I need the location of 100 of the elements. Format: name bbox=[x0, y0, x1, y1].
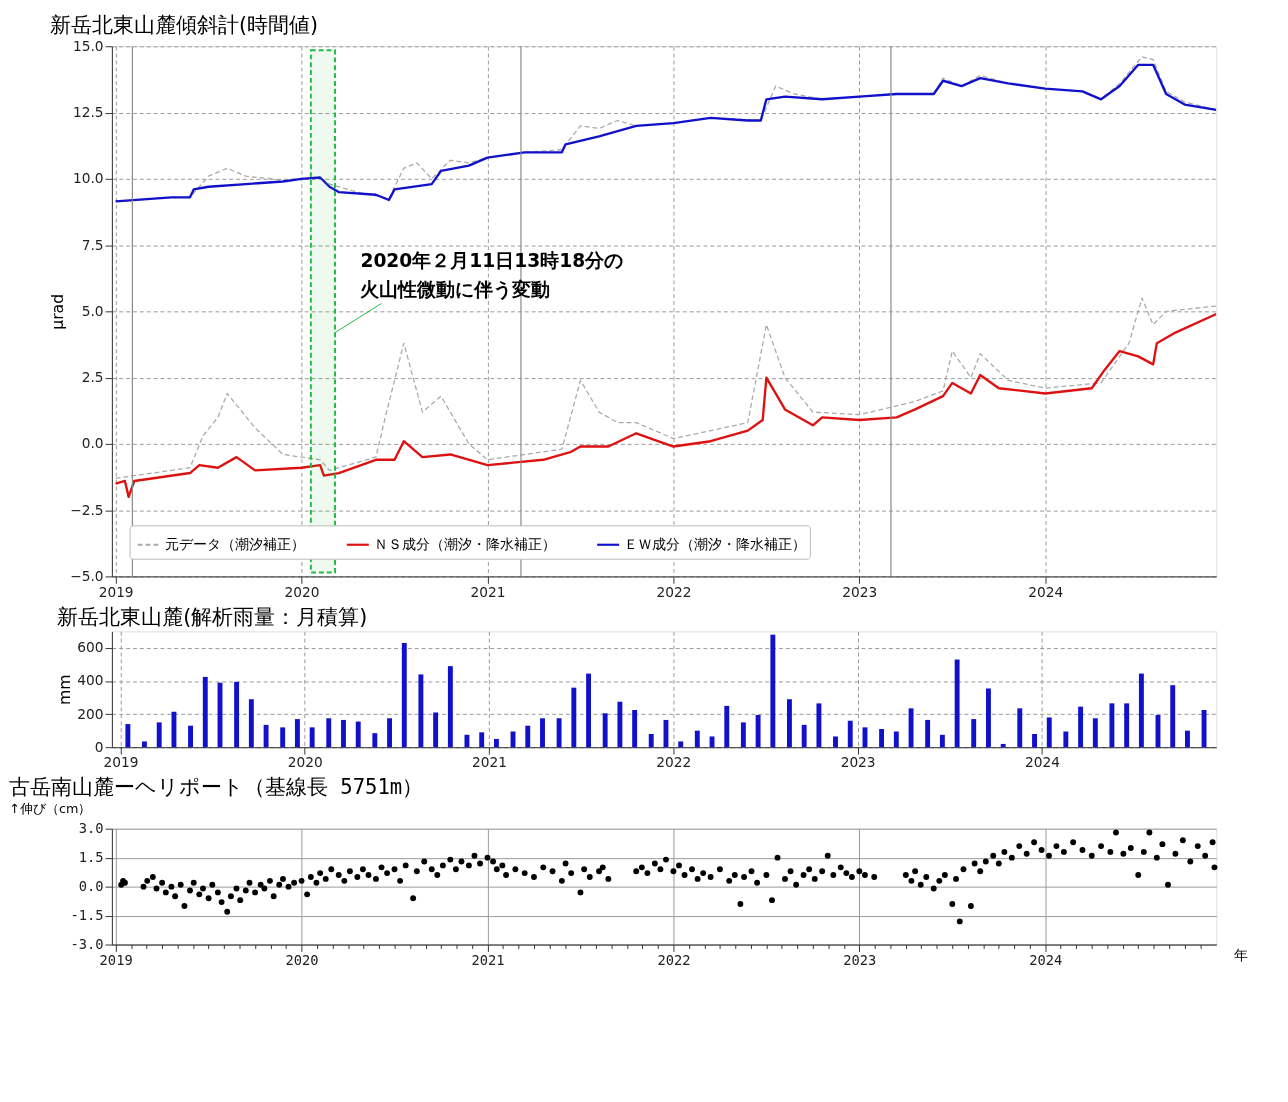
bar bbox=[280, 727, 286, 748]
y-tick-label: -3.0 bbox=[70, 935, 104, 952]
bar bbox=[602, 713, 608, 748]
bar bbox=[401, 642, 407, 748]
bar bbox=[893, 731, 899, 748]
y-tick-label: 0.0 bbox=[81, 435, 104, 452]
bar bbox=[1138, 673, 1144, 748]
bar bbox=[908, 708, 914, 748]
bar bbox=[556, 718, 562, 748]
bar bbox=[586, 673, 592, 748]
bar bbox=[234, 681, 240, 748]
bar bbox=[263, 724, 269, 748]
legend-label: ＥＷ成分（潮汐・降水補正） bbox=[624, 535, 807, 552]
bar bbox=[248, 699, 254, 748]
bar bbox=[986, 688, 991, 748]
bar bbox=[1032, 733, 1037, 748]
chart-title: 古岳南山麓ーヘリポート（基線長 5751m） bbox=[8, 775, 424, 800]
x-tick-label: 2019 bbox=[98, 583, 134, 600]
y-tick-label: −2.5 bbox=[70, 501, 104, 518]
y-tick-label: 200 bbox=[77, 705, 104, 722]
bar bbox=[1046, 717, 1052, 748]
bar bbox=[879, 729, 885, 748]
x-tick-label: 2022 bbox=[656, 754, 692, 771]
chart-title: 新岳北東山麓傾斜計(時間値) bbox=[50, 12, 319, 37]
bar bbox=[464, 734, 470, 748]
x-tick-label: 2023 bbox=[842, 583, 878, 600]
bar bbox=[1109, 703, 1115, 748]
bar bbox=[678, 741, 684, 748]
line-series bbox=[114, 312, 1217, 499]
bar bbox=[770, 634, 776, 748]
bar bbox=[801, 724, 807, 748]
x-tick-label: 2023 bbox=[840, 754, 876, 771]
bar bbox=[355, 721, 361, 748]
bar bbox=[971, 719, 977, 748]
bar bbox=[571, 687, 577, 748]
bar bbox=[326, 718, 332, 748]
y-tick-label: 400 bbox=[77, 672, 104, 689]
x-tick-label: 2020 bbox=[285, 951, 319, 968]
y-tick-label: 15.0 bbox=[72, 37, 104, 54]
x-axis-title: 年 bbox=[1234, 946, 1249, 963]
x-tick-label: 2023 bbox=[843, 951, 877, 968]
y-axis-title: ↑伸び（cm） bbox=[9, 800, 92, 816]
x-tick-label: 2024 bbox=[1024, 754, 1060, 771]
y-tick-label: 1.5 bbox=[78, 849, 104, 866]
bar bbox=[188, 725, 193, 748]
bar bbox=[479, 732, 485, 748]
bar bbox=[755, 714, 761, 748]
bar bbox=[1185, 730, 1190, 748]
x-tick-label: 2021 bbox=[472, 754, 508, 771]
y-tick-label: -1.5 bbox=[70, 907, 104, 924]
bar bbox=[724, 705, 730, 748]
y-tick-label: 10.0 bbox=[72, 170, 104, 187]
bar bbox=[694, 730, 700, 748]
x-tick-label: 2019 bbox=[99, 951, 133, 968]
x-tick-label: 2024 bbox=[1028, 583, 1064, 600]
bar bbox=[925, 719, 931, 748]
bar bbox=[632, 709, 638, 748]
y-tick-label: 2.5 bbox=[81, 369, 104, 386]
bar bbox=[156, 722, 162, 748]
y-tick-label: 5.0 bbox=[81, 302, 104, 319]
x-tick-label: 2021 bbox=[470, 583, 506, 600]
bar bbox=[648, 733, 654, 748]
bar bbox=[740, 722, 746, 748]
bar bbox=[142, 741, 147, 748]
bar bbox=[786, 699, 792, 748]
y-tick-label: 3.0 bbox=[78, 820, 104, 837]
y-axis-title: μrad bbox=[48, 293, 68, 330]
y-axis-title: mm bbox=[55, 674, 75, 706]
bar bbox=[202, 676, 208, 748]
bar bbox=[1170, 685, 1176, 748]
y-tick-label: 7.5 bbox=[81, 236, 104, 253]
bar bbox=[372, 733, 378, 748]
bar bbox=[125, 724, 131, 748]
legend-label: 元データ（潮汐補正） bbox=[164, 535, 305, 552]
x-tick-label: 2022 bbox=[657, 951, 691, 968]
bar bbox=[1201, 709, 1207, 748]
chart-title: 新岳北東山麓(解析雨量：月積算) bbox=[57, 604, 368, 629]
x-tick-label: 2020 bbox=[287, 754, 323, 771]
x-tick-label: 2024 bbox=[1029, 951, 1063, 968]
y-tick-label: 600 bbox=[77, 639, 104, 656]
y-tick-label: 0 bbox=[94, 738, 104, 755]
bar bbox=[1092, 718, 1098, 748]
bar bbox=[954, 659, 960, 748]
bar bbox=[1017, 708, 1023, 748]
x-tick-label: 2022 bbox=[656, 583, 692, 600]
y-tick-label: −5.0 bbox=[70, 567, 104, 584]
bar bbox=[939, 734, 945, 748]
bar bbox=[171, 711, 177, 748]
annotation: 2020年２月11日13時18分の bbox=[360, 249, 624, 271]
bar bbox=[540, 718, 545, 748]
x-tick-label: 2021 bbox=[471, 951, 505, 968]
bar bbox=[433, 712, 439, 748]
x-tick-label: 2020 bbox=[284, 583, 320, 600]
legend-label: ＮＳ成分（潮汐・降水補正） bbox=[374, 535, 557, 552]
bar bbox=[525, 725, 531, 748]
bar bbox=[309, 727, 315, 748]
x-tick-label: 2019 bbox=[103, 754, 139, 771]
bar bbox=[1078, 706, 1084, 748]
bar bbox=[1063, 731, 1069, 748]
y-tick-label: 12.5 bbox=[72, 103, 104, 120]
